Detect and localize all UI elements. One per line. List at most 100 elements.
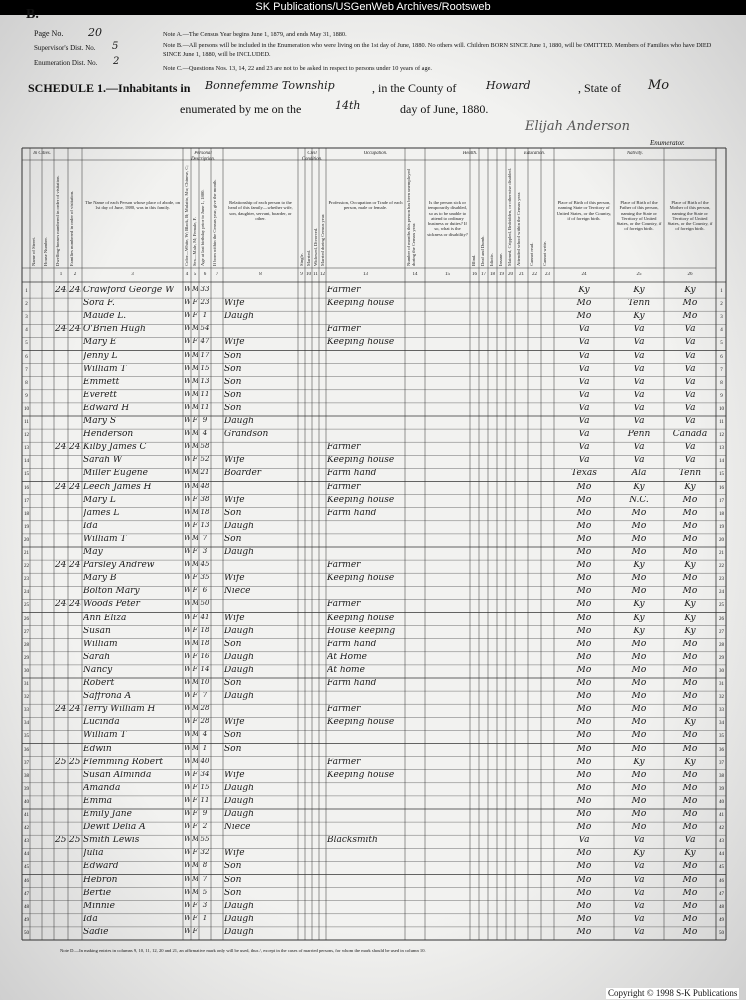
entry-occupation: Farmer	[327, 705, 361, 715]
entry-father-birthplace: Mo	[631, 783, 647, 793]
entry-name: Kilby James C	[83, 443, 147, 453]
entry-family: 247	[69, 561, 81, 571]
line-number: 43	[24, 839, 29, 845]
entry-age: 35	[200, 574, 210, 582]
entry-relationship: Son	[224, 862, 242, 872]
entry-occupation: Farm hand	[327, 508, 377, 518]
entry-name: William	[83, 639, 118, 649]
entry-sex: F	[192, 770, 198, 778]
entry-birthplace: Mo	[576, 312, 592, 322]
entry-birthplace: Va	[578, 390, 590, 400]
entry-relationship: Son	[224, 351, 242, 361]
entry-mother-birthplace: Va	[684, 390, 696, 400]
entry-father-birthplace: Va	[633, 901, 645, 911]
line-number: 19	[719, 524, 724, 530]
entry-birthplace: Mo	[576, 652, 592, 662]
entry-color: W	[184, 456, 190, 463]
entry-sex: F	[192, 796, 198, 804]
entry-father-birthplace: Mo	[631, 534, 647, 544]
line-number: 6	[25, 354, 28, 360]
entry-father-birthplace: Ky	[633, 312, 645, 322]
line-number: 25	[24, 603, 29, 609]
entry-relationship: Daugh	[224, 417, 254, 426]
entry-sex: M	[192, 600, 198, 607]
line-number: 25	[719, 603, 724, 609]
line-number: 45	[24, 865, 29, 871]
entry-birthplace: Texas	[571, 469, 597, 479]
line-number: 44	[24, 852, 29, 858]
line-number: 31	[719, 682, 724, 687]
entry-sex: M	[192, 535, 198, 542]
entry-sex: M	[192, 483, 198, 490]
column-label: Number of months this person has been un…	[406, 169, 417, 266]
line-number: 26	[719, 616, 724, 622]
entry-birthplace: Mo	[576, 548, 592, 557]
enumeration-label: Enumeration Dist. No.	[34, 59, 98, 67]
entry-birthplace: Mo	[576, 849, 592, 859]
entry-occupation: Farm hand	[327, 469, 377, 479]
column-number: 14	[412, 272, 418, 277]
line-number: 6	[720, 354, 723, 360]
entry-family: 244	[69, 325, 81, 335]
entry-father-birthplace: Va	[633, 390, 645, 400]
entry-color: W	[184, 640, 190, 647]
line-number: 46	[719, 878, 724, 884]
column-label: Deaf and Dumb.	[480, 235, 485, 267]
line-number: 30	[719, 668, 724, 674]
entry-color: W	[184, 378, 190, 385]
entry-name: Sarah W	[83, 456, 123, 466]
line-number: 28	[24, 642, 29, 648]
banner: SK Publications/USGenWeb Archives/Rootsw…	[0, 0, 746, 15]
entry-color: W	[184, 587, 190, 594]
column-group: Education.	[524, 151, 545, 156]
entry-color: W	[184, 797, 190, 804]
line-number: 18	[24, 511, 29, 517]
entry-sex: M	[192, 876, 198, 883]
entry-father-birthplace: Tenn	[627, 299, 651, 309]
entry-mother-birthplace: Mo	[682, 796, 698, 806]
entry-mother-birthplace: Mo	[682, 508, 698, 518]
entry-birthplace: Mo	[576, 796, 592, 806]
column-group: Personal Description.	[191, 151, 215, 162]
entry-sex: M	[192, 862, 198, 869]
entry-birthplace: Mo	[576, 299, 592, 309]
entry-name: Leech James H	[83, 482, 152, 492]
entry-relationship: Daugh	[224, 652, 254, 662]
entry-relationship: Wife	[224, 849, 245, 859]
entry-occupation: Farmer	[327, 286, 361, 295]
entry-father-birthplace: Mo	[631, 508, 647, 518]
entry-age: 11	[200, 390, 210, 398]
column-label: Widowed, Divorced.	[313, 227, 318, 266]
line-number: 28	[719, 642, 724, 648]
column-label: Maimed, Crippled, Bedridden, or otherwis…	[507, 168, 512, 266]
entry-color: W	[184, 561, 190, 568]
entry-color: W	[184, 352, 190, 359]
entry-color: W	[184, 430, 190, 437]
column-number: 25	[636, 272, 642, 277]
entry-name: Saffrona A	[83, 692, 132, 702]
entry-color: W	[184, 391, 190, 398]
column-group: Occupation.	[363, 151, 388, 156]
entry-relationship: Son	[224, 364, 242, 374]
entry-color: W	[184, 548, 190, 555]
entry-birthplace: Va	[578, 443, 590, 453]
entry-father-birthplace: Ky	[633, 286, 645, 295]
line-number: 13	[24, 446, 29, 452]
line-number: 32	[719, 695, 724, 701]
entry-birthplace: Mo	[576, 600, 592, 610]
entry-occupation: Keeping house	[327, 613, 395, 623]
entry-birthplace: Va	[578, 338, 590, 348]
column-number: 11	[313, 272, 318, 277]
entry-color: W	[184, 600, 190, 607]
line-number: 43	[719, 839, 724, 845]
line-number: 29	[24, 655, 29, 661]
entry-birthplace: Mo	[576, 508, 592, 518]
line-number: 27	[719, 629, 724, 635]
entry-color: W	[184, 836, 190, 843]
line-number: 31	[24, 682, 29, 687]
entry-birthplace: Mo	[576, 639, 592, 649]
entry-relationship: Daugh	[224, 927, 254, 937]
line-number: 12	[24, 433, 29, 439]
day: 14th	[335, 99, 361, 112]
